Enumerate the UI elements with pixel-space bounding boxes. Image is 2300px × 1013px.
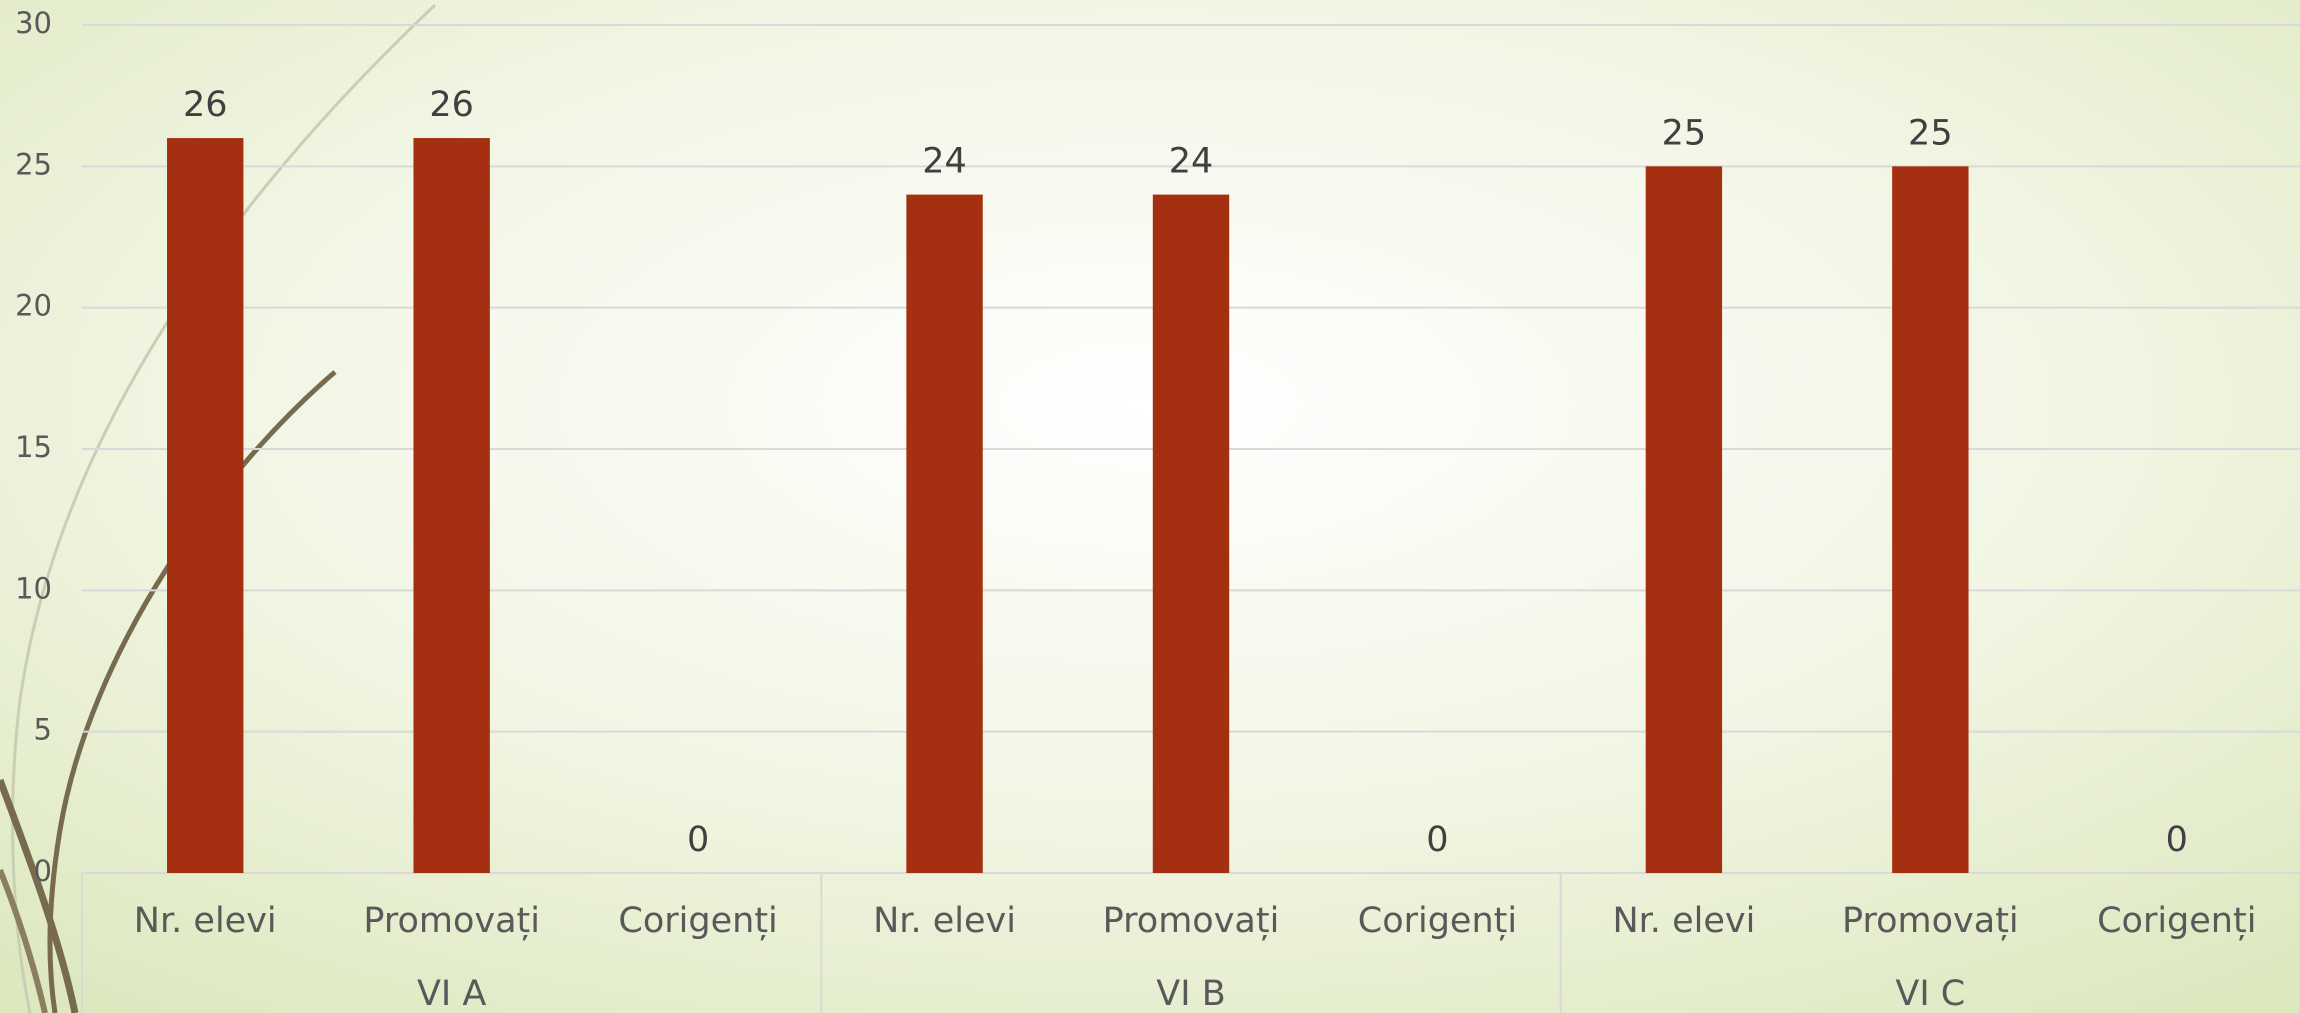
x-tick-label: Corigenți	[2097, 901, 2256, 941]
bar	[906, 194, 983, 874]
group-label: VI B	[1156, 974, 1225, 1013]
bar	[1892, 166, 1969, 874]
data-label: 0	[687, 820, 709, 860]
x-tick-label: Corigenți	[618, 901, 777, 941]
y-tick-label: 0	[34, 854, 52, 888]
bar	[413, 138, 490, 874]
y-tick-label: 20	[15, 289, 52, 323]
y-tick-label: 30	[15, 6, 52, 40]
bar	[167, 138, 244, 874]
x-tick-label: Nr. elevi	[134, 901, 277, 941]
data-label: 25	[1662, 113, 1707, 153]
data-label: 24	[1169, 142, 1214, 182]
data-label: 26	[183, 85, 228, 125]
x-tick-label: Corigenți	[1358, 901, 1517, 941]
x-tick-label: Promovați	[1103, 901, 1280, 941]
data-label: 0	[2166, 820, 2188, 860]
bar	[1645, 166, 1723, 874]
y-tick-label: 15	[15, 430, 52, 464]
group-label: VI C	[1895, 974, 1965, 1013]
decoration	[0, 3, 437, 1013]
x-tick-label: Promovați	[363, 901, 540, 941]
group-label: VI A	[417, 974, 486, 1013]
data-label: 24	[922, 142, 967, 182]
data-label: 25	[1908, 113, 1953, 153]
x-tick-label: Nr. elevi	[1612, 901, 1755, 941]
x-tick-label: Nr. elevi	[873, 901, 1016, 941]
data-label: 26	[429, 85, 474, 125]
x-tick-label: Promovați	[1842, 901, 2019, 941]
y-tick-label: 5	[34, 713, 52, 747]
y-tick-label: 10	[15, 571, 52, 605]
data-label: 0	[1426, 820, 1448, 860]
y-tick-label: 25	[15, 147, 52, 181]
bar	[1152, 194, 1230, 874]
